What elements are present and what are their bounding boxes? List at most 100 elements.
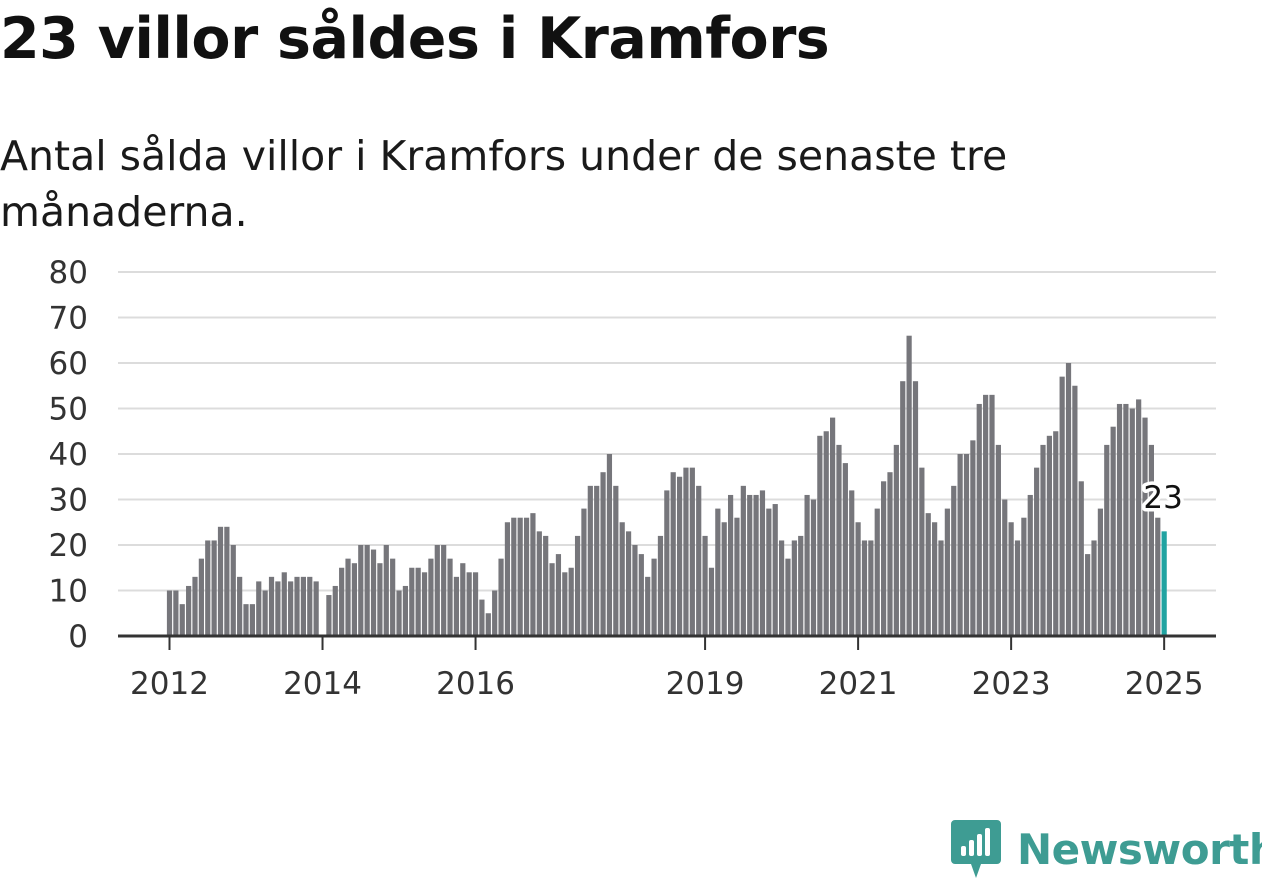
bar: [217, 526, 224, 636]
x-tick-label: 2019: [666, 666, 745, 702]
bar: [1053, 431, 1059, 636]
bar: [702, 535, 708, 636]
bar: [900, 381, 906, 636]
bar: [1136, 399, 1142, 636]
bar: [186, 585, 192, 636]
bar: [428, 558, 434, 636]
bar: [243, 604, 249, 636]
bar: [536, 531, 542, 636]
bar: [830, 417, 836, 636]
bar: [402, 585, 409, 636]
bar: [983, 394, 989, 636]
bar: [581, 508, 587, 636]
bars: [166, 335, 1167, 636]
bar: [262, 590, 268, 636]
bar: [1097, 508, 1103, 636]
bar: [696, 485, 702, 636]
bar: [256, 581, 262, 636]
bar: [179, 604, 185, 636]
bar: [1027, 494, 1033, 636]
bar: [887, 472, 893, 636]
bar: [205, 540, 211, 636]
bar: [1142, 417, 1148, 636]
bar: [747, 494, 753, 636]
bar: [657, 535, 664, 636]
bar: [849, 490, 855, 636]
bar: [625, 531, 632, 636]
x-axis-labels: 2012 2014 2016 2019 2021 2023 2025: [130, 636, 1204, 702]
bar: [326, 595, 332, 636]
bar: [511, 517, 517, 636]
bar: [995, 444, 1001, 636]
bar: [275, 581, 281, 636]
bar: [1116, 403, 1123, 636]
bar: [976, 403, 982, 636]
bar: [600, 472, 606, 636]
bar: [1148, 444, 1154, 636]
bar: [288, 581, 294, 636]
bar: [753, 494, 759, 636]
bar: [377, 563, 383, 636]
bar: [817, 435, 823, 636]
bar: [1091, 540, 1097, 636]
bar: [166, 590, 173, 636]
bar: [523, 517, 530, 636]
bar: [594, 485, 600, 636]
y-tick-label: 80: [49, 255, 88, 291]
bar: [479, 599, 485, 636]
bar: [919, 467, 925, 636]
bar: [472, 572, 479, 636]
bar: [192, 576, 198, 636]
bar: [893, 444, 899, 636]
bar: [766, 508, 772, 636]
bar: [230, 545, 236, 636]
chart-title: 23 villor såldes i Kramfors: [0, 6, 830, 72]
bar: [460, 563, 466, 636]
bar: [932, 522, 938, 636]
bar: [383, 545, 389, 636]
bar: [989, 394, 995, 636]
brand-name: Newsworthy: [1017, 824, 1262, 874]
bar: [281, 572, 287, 636]
bar: [779, 540, 785, 636]
x-tick-label: 2012: [130, 666, 209, 702]
x-tick-label: 2023: [972, 666, 1051, 702]
bar: [842, 463, 848, 636]
bar: [638, 554, 644, 636]
bar: [1078, 481, 1084, 636]
bar: [370, 549, 377, 636]
bar: [906, 335, 912, 636]
bar: [727, 494, 734, 636]
bar: [555, 554, 562, 636]
bar: [1104, 444, 1110, 636]
y-tick-label: 30: [49, 483, 88, 519]
bar: [574, 535, 581, 636]
bar: [1014, 540, 1021, 636]
bar: [307, 576, 313, 636]
bar: [836, 444, 842, 636]
bar: [1065, 363, 1072, 636]
bar: [798, 535, 804, 636]
bar: [740, 485, 746, 636]
bar: [855, 522, 861, 636]
bar: [970, 440, 976, 636]
bar: [249, 604, 255, 636]
bar: [881, 481, 887, 636]
bar: [683, 467, 689, 636]
bar: [938, 540, 944, 636]
bar: [613, 485, 619, 636]
y-tick-label: 10: [49, 574, 88, 610]
highlight-annotation: 23: [1140, 477, 1186, 520]
y-tick-label: 60: [49, 346, 88, 382]
bar: [1002, 499, 1008, 636]
bar: [1085, 554, 1091, 636]
bar: [957, 454, 963, 636]
bar: [708, 567, 715, 636]
bar: [332, 585, 338, 636]
bar: [453, 576, 460, 636]
bar: [1021, 517, 1027, 636]
bar: [772, 504, 778, 636]
x-tick-label: 2021: [819, 666, 898, 702]
bar: [173, 590, 179, 636]
bar: [485, 613, 491, 636]
